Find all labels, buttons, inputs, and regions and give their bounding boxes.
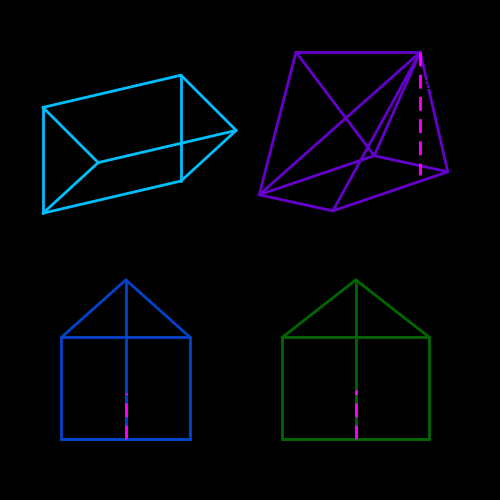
Text: 20 cm: 20 cm <box>422 79 462 92</box>
Text: 20 cm: 20 cm <box>116 170 158 191</box>
Text: 24 cm: 24 cm <box>328 450 367 462</box>
Text: 7 cm: 7 cm <box>128 422 159 434</box>
Text: B: B <box>268 28 283 47</box>
Text: a ?: a ? <box>259 217 278 230</box>
Text: C: C <box>34 254 48 272</box>
Text: V = ?: V = ? <box>34 236 74 250</box>
Text: A: A <box>34 28 49 47</box>
Text: V = 4320 cm³: V = 4320 cm³ <box>259 234 355 248</box>
Text: 11 cm: 11 cm <box>46 152 84 166</box>
Text: 22 cm: 22 cm <box>192 378 232 391</box>
Text: D: D <box>268 254 284 272</box>
Text: 9 cm: 9 cm <box>43 220 74 232</box>
Text: V = 2640 cm³: V = 2640 cm³ <box>268 464 364 478</box>
Text: V = ?: V = ? <box>34 464 74 478</box>
Text: 24 cm: 24 cm <box>376 193 417 212</box>
Text: 10 cm: 10 cm <box>358 422 397 434</box>
Text: t ?: t ? <box>434 378 450 391</box>
Text: 16 cm: 16 cm <box>98 450 137 462</box>
